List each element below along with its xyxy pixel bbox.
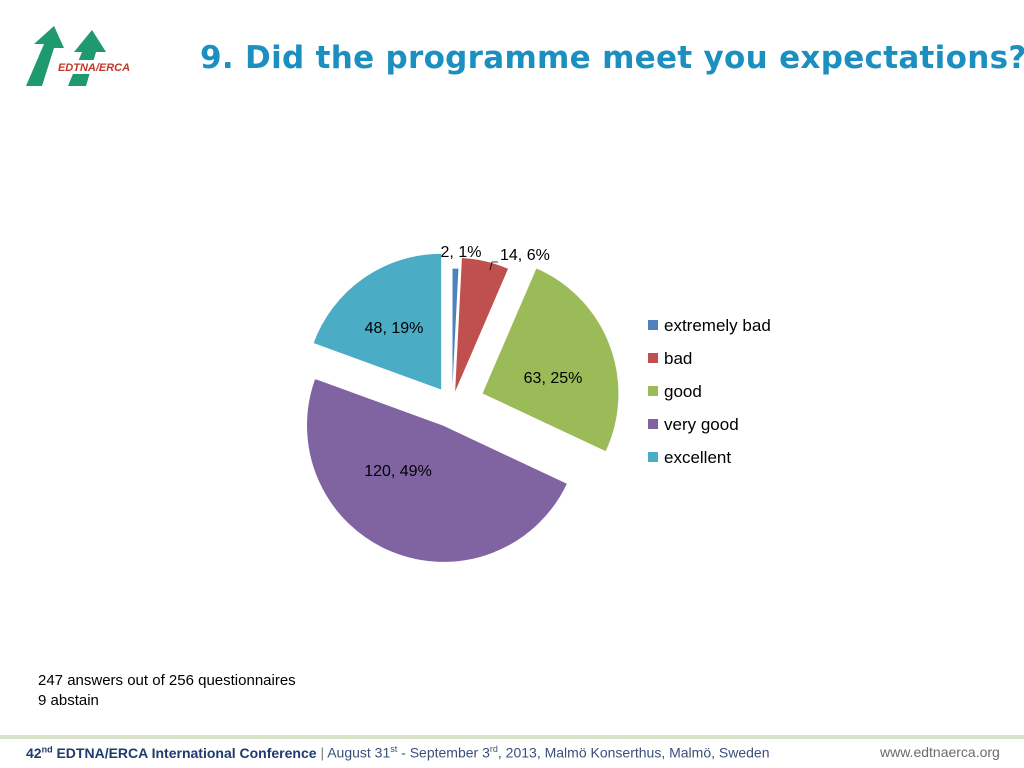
- legend-swatch-bad: [648, 353, 658, 363]
- chart-legend: extremely bad bad good very good excellent: [648, 316, 771, 467]
- conference-ordinal: 42: [26, 744, 42, 761]
- pie-slices: [306, 252, 620, 563]
- pie-slice-very-good: [306, 377, 569, 563]
- footer-conference-info: 42nd EDTNA/ERCA International Conference…: [26, 744, 769, 761]
- pie-slice-bad: [454, 256, 510, 395]
- logo-text: EDTNA/ERCA: [58, 62, 130, 74]
- pie-slice-good: [481, 267, 620, 453]
- pie-slice-excellent: [312, 252, 443, 391]
- legend-swatch-very-good: [648, 419, 658, 429]
- abstain-note: 9 abstain: [38, 692, 99, 709]
- legend-swatch-good: [648, 386, 658, 396]
- footer-separator: |: [320, 744, 325, 761]
- slice-label-extremely-bad: 2, 1%: [441, 244, 482, 261]
- conference-name: EDTNA/ERCA International Conference: [56, 744, 317, 761]
- conference-venue: , 2013, Malmö Konserthus, Malmö, Sweden: [497, 744, 770, 761]
- survey-notes: 247 answers out of 256 questionnaires 9 …: [38, 671, 296, 711]
- legend-label-bad: bad: [664, 349, 692, 368]
- label-leader-line: [489, 261, 498, 271]
- conference-ordinal-suffix: nd: [41, 744, 53, 754]
- logo-arrow-left-shape: [26, 26, 64, 86]
- legend-label-very-good: very good: [664, 415, 739, 434]
- pie-slice-extremely-bad: [451, 267, 460, 406]
- pie-labels: 2, 1% 14, 6% 63, 25% 120, 49% 48, 19%: [364, 244, 582, 480]
- conference-date-end-suffix: rd: [489, 744, 498, 754]
- conference-date-start: August 31: [327, 744, 391, 761]
- conference-date-start-suffix: st: [390, 744, 398, 754]
- slice-label-very-good: 120, 49%: [364, 463, 432, 480]
- page-title: 9. Did the programme meet you expectatio…: [200, 40, 1024, 76]
- slice-label-bad: 14, 6%: [500, 247, 550, 264]
- footer-divider: [0, 735, 1024, 739]
- legend-label-excellent: excellent: [664, 448, 731, 467]
- legend-swatch-excellent: [648, 452, 658, 462]
- legend-swatch-extremely-bad: [648, 320, 658, 330]
- website-link[interactable]: www.edtnaerca.org: [880, 744, 1000, 760]
- slice-label-good: 63, 25%: [524, 370, 583, 387]
- conference-date-end: - September 3: [401, 744, 490, 761]
- edtna-erca-logo: EDTNA/ERCA: [20, 22, 140, 90]
- legend-label-extremely-bad: extremely bad: [664, 316, 771, 335]
- legend-label-good: good: [664, 382, 702, 401]
- logo-text-band: [50, 60, 138, 74]
- answers-count-note: 247 answers out of 256 questionnaires: [38, 672, 296, 689]
- slice-label-excellent: 48, 19%: [365, 320, 424, 337]
